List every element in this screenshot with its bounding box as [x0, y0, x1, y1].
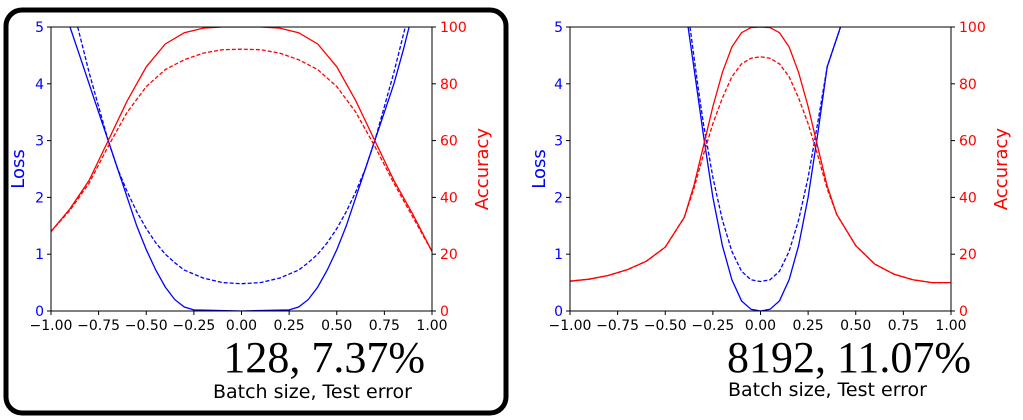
y-right-tick-label: 40 — [440, 190, 458, 206]
y-right-tick-label: 60 — [440, 134, 458, 150]
y-right-tick-label: 0 — [959, 304, 968, 320]
x-tick-label: 0.75 — [888, 318, 919, 334]
y-right-tick-label: 80 — [959, 77, 977, 93]
y-left-tick-label: 4 — [35, 77, 44, 93]
highlight-frame — [3, 7, 509, 416]
y-left-tick-label: 5 — [554, 20, 563, 36]
y-left-tick-label: 5 — [35, 20, 44, 36]
y-left-tick-label: 0 — [35, 304, 44, 320]
caption-values: 8192, 11.07% — [727, 333, 971, 382]
x-tick-label: 0.50 — [321, 318, 352, 334]
y-axis-label-accuracy: Accuracy — [991, 128, 1012, 211]
loss-solid-line — [687, 27, 842, 311]
y-right-tick-label: 20 — [440, 247, 458, 263]
x-tick-label: 0.50 — [840, 318, 871, 334]
x-tick-label: 0.75 — [369, 318, 400, 334]
x-tick-label: 0.25 — [793, 318, 824, 334]
y-right-tick-label: 20 — [959, 247, 977, 263]
axes: −1.00 −0.75 −0.50 −0.25 0.00 0.25 0.50 0.75 1.00… — [549, 20, 986, 334]
x-tick-label: −0.50 — [644, 318, 687, 334]
x-tick-label: −0.25 — [691, 318, 734, 334]
panel-batch-128: −1.00 −0.75 −0.50 −0.25 0.00 0.25 0.50 0.75 1.00… — [8, 20, 493, 403]
x-tick-label: −1.00 — [549, 318, 592, 334]
x-tick-label: −1.00 — [30, 318, 73, 334]
y-right-tick-label: 0 — [440, 304, 449, 320]
x-tick-label: −0.50 — [125, 318, 168, 334]
y-axis-label-loss: Loss — [529, 149, 550, 188]
y-right-tick-label: 60 — [959, 134, 977, 150]
caption-labels: Batch size, Test error — [728, 379, 927, 401]
axes: −1.00 −0.75 −0.50 −0.25 0.00 0.25 0.50 0.75 1.00… — [30, 20, 467, 334]
x-tick-label: −0.75 — [77, 318, 120, 334]
y-right-tick-label: 100 — [440, 20, 467, 36]
y-right-tick-label: 100 — [959, 20, 986, 36]
y-axis-label-accuracy: Accuracy — [472, 128, 493, 211]
loss-dashed-line — [689, 27, 842, 283]
y-left-tick-label: 4 — [554, 77, 563, 93]
y-left-tick-label: 0 — [554, 304, 563, 320]
loss-dashed-line — [77, 27, 406, 285]
y-left-tick-label: 2 — [554, 190, 563, 206]
loss-solid-line — [69, 27, 410, 311]
plot-area-border — [569, 26, 952, 312]
caption-values: 128, 7.37% — [223, 333, 425, 382]
y-right-tick-label: 40 — [959, 190, 977, 206]
x-tick-label: 1.00 — [416, 318, 447, 334]
y-axis-label-loss: Loss — [8, 149, 29, 188]
x-tick-label: −0.25 — [172, 318, 215, 334]
caption-labels: Batch size, Test error — [213, 381, 412, 403]
series-lines — [51, 27, 432, 311]
y-right-tick-label: 80 — [440, 77, 458, 93]
plot-area-border — [50, 26, 433, 312]
y-left-tick-label: 2 — [35, 190, 44, 206]
accuracy-solid-line — [570, 27, 951, 284]
y-left-tick-label: 1 — [554, 247, 563, 263]
series-lines — [570, 27, 951, 311]
x-tick-label: 0.00 — [745, 318, 776, 334]
x-tick-label: 0.00 — [226, 318, 257, 334]
x-tick-label: 0.25 — [274, 318, 305, 334]
y-left-tick-label: 3 — [35, 134, 44, 150]
panel-batch-8192: −1.00 −0.75 −0.50 −0.25 0.00 0.25 0.50 0.75 1.00… — [529, 20, 1012, 401]
accuracy-dashed-line — [51, 48, 432, 252]
x-tick-label: −0.75 — [596, 318, 639, 334]
x-tick-label: 1.00 — [935, 318, 966, 334]
y-left-tick-label: 3 — [554, 134, 563, 150]
accuracy-dashed-line — [570, 56, 951, 284]
accuracy-solid-line — [51, 27, 432, 252]
y-left-tick-label: 1 — [35, 247, 44, 263]
